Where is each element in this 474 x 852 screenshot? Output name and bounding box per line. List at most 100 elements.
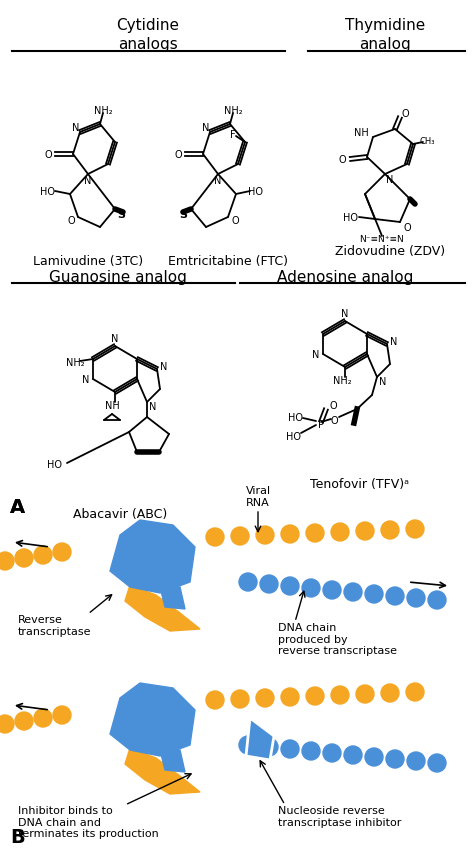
Circle shape [302, 579, 320, 597]
Text: HO: HO [289, 412, 303, 423]
Circle shape [302, 742, 320, 760]
Polygon shape [160, 587, 185, 609]
Circle shape [15, 712, 33, 730]
Text: N: N [386, 175, 394, 185]
Polygon shape [125, 585, 200, 631]
Circle shape [53, 544, 71, 561]
Text: HO: HO [344, 213, 358, 222]
Circle shape [239, 736, 257, 754]
Circle shape [323, 581, 341, 599]
Circle shape [239, 573, 257, 591]
Circle shape [331, 523, 349, 541]
Text: A: A [10, 498, 25, 516]
Circle shape [381, 521, 399, 539]
Circle shape [0, 715, 14, 733]
Text: O: O [67, 216, 75, 226]
Text: NH₂: NH₂ [333, 376, 351, 386]
Circle shape [15, 550, 33, 567]
Text: Guanosine analog: Guanosine analog [49, 270, 187, 285]
Text: Nucleoside reverse
transcriptase inhibitor: Nucleoside reverse transcriptase inhibit… [278, 805, 401, 826]
Text: N: N [202, 123, 210, 133]
Circle shape [386, 750, 404, 769]
Circle shape [34, 546, 52, 564]
Circle shape [344, 746, 362, 764]
Text: N: N [214, 176, 222, 186]
Text: Zidovudine (ZDV): Zidovudine (ZDV) [335, 245, 445, 257]
Text: NH₂: NH₂ [94, 106, 112, 116]
Circle shape [231, 527, 249, 545]
Circle shape [306, 688, 324, 705]
Text: NH: NH [354, 128, 368, 138]
Text: O: O [231, 216, 239, 226]
Text: Thymidine
analog: Thymidine analog [345, 18, 425, 51]
Text: N: N [84, 176, 91, 186]
Text: HO: HO [286, 431, 301, 441]
Text: HO: HO [40, 187, 55, 197]
Text: Inhibitor binds to
DNA chain and
terminates its production: Inhibitor binds to DNA chain and termina… [18, 805, 159, 838]
Text: F: F [230, 130, 236, 140]
Circle shape [53, 706, 71, 724]
Text: S: S [179, 210, 187, 220]
Text: O: O [44, 150, 52, 160]
Circle shape [231, 690, 249, 708]
Text: A: A [10, 498, 25, 516]
Circle shape [256, 689, 274, 707]
Circle shape [206, 528, 224, 546]
Text: NH: NH [105, 400, 119, 411]
Circle shape [356, 685, 374, 703]
Circle shape [406, 683, 424, 701]
Text: N: N [149, 401, 157, 412]
Text: P: P [318, 419, 324, 429]
Circle shape [428, 591, 446, 609]
Text: O: O [401, 109, 409, 119]
Circle shape [0, 552, 14, 570]
Text: CH₃: CH₃ [419, 137, 435, 147]
Text: O: O [329, 400, 337, 411]
Text: N: N [160, 361, 168, 371]
Circle shape [260, 738, 278, 756]
Circle shape [256, 527, 274, 544]
Circle shape [356, 522, 374, 540]
Text: N: N [341, 308, 349, 319]
Circle shape [365, 585, 383, 603]
Text: Abacavir (ABC): Abacavir (ABC) [73, 508, 167, 521]
Text: Emtricitabine (FTC): Emtricitabine (FTC) [168, 255, 288, 268]
Polygon shape [110, 521, 195, 593]
Text: O: O [403, 222, 411, 233]
Text: HO: HO [248, 187, 264, 197]
Circle shape [306, 524, 324, 543]
Text: DNA chain
produced by
reverse transcriptase: DNA chain produced by reverse transcript… [278, 622, 397, 655]
Text: Cytidine
analogs: Cytidine analogs [117, 18, 180, 51]
Text: N: N [82, 375, 90, 384]
Circle shape [344, 584, 362, 602]
Text: Adenosine analog: Adenosine analog [277, 270, 413, 285]
Polygon shape [125, 748, 200, 794]
Circle shape [34, 709, 52, 727]
Polygon shape [246, 718, 274, 760]
Circle shape [407, 752, 425, 770]
Text: S: S [117, 210, 125, 220]
Circle shape [206, 691, 224, 709]
Circle shape [281, 688, 299, 706]
Text: N: N [73, 123, 80, 133]
Text: N⁻≡N⁺≡N: N⁻≡N⁺≡N [360, 235, 404, 245]
Text: NH₂: NH₂ [224, 106, 242, 116]
Text: Reverse
transcriptase: Reverse transcriptase [18, 614, 91, 636]
Text: N: N [390, 337, 398, 347]
Circle shape [407, 590, 425, 607]
Text: Tenofovir (TFV)ᵃ: Tenofovir (TFV)ᵃ [310, 477, 410, 491]
Text: HO: HO [47, 459, 63, 469]
Circle shape [281, 740, 299, 758]
Circle shape [260, 575, 278, 593]
Text: Viral
RNA: Viral RNA [246, 486, 271, 508]
Circle shape [381, 684, 399, 702]
Polygon shape [160, 750, 185, 772]
Polygon shape [110, 683, 195, 756]
Text: O: O [338, 155, 346, 164]
Text: Lamivudine (3TC): Lamivudine (3TC) [33, 255, 143, 268]
Circle shape [428, 754, 446, 772]
Text: N: N [379, 377, 387, 387]
Circle shape [386, 587, 404, 605]
Circle shape [365, 748, 383, 766]
Text: N: N [312, 349, 319, 360]
